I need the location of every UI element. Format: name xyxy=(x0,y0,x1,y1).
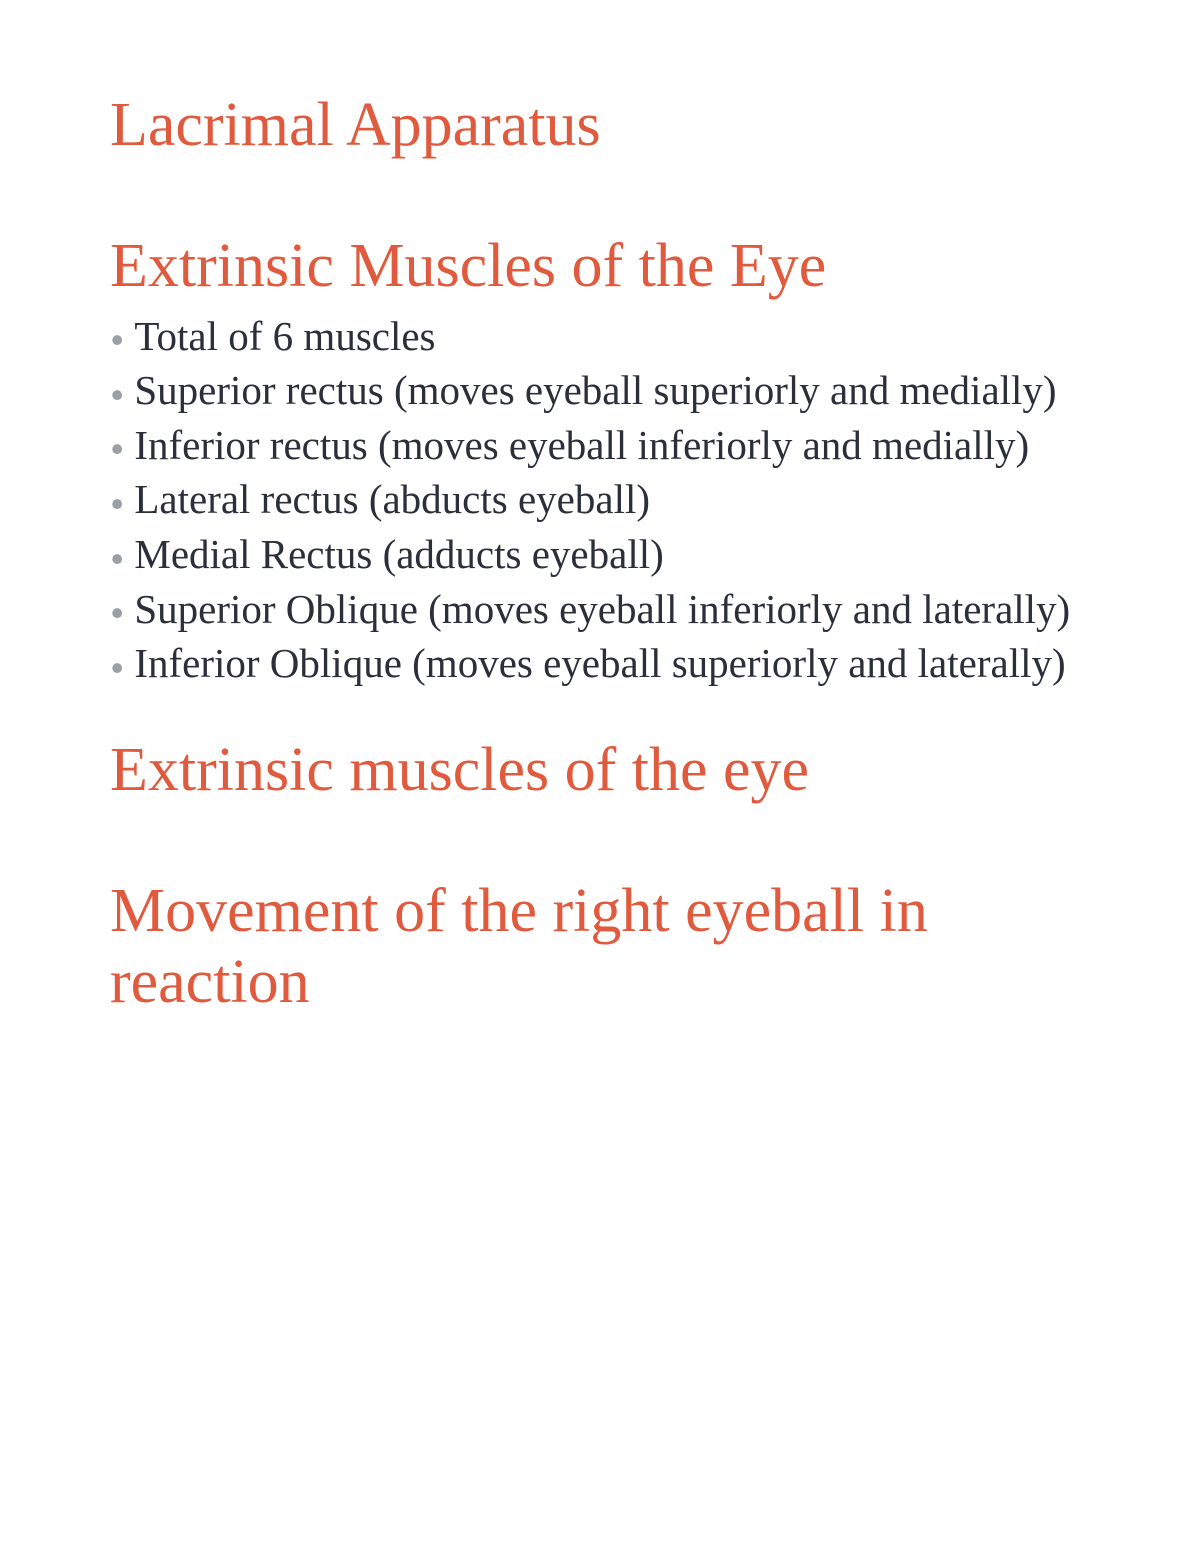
bullet-icon: • xyxy=(110,590,124,636)
bullet-icon: • xyxy=(110,372,124,418)
list-item: •Superior rectus (moves eyeball superior… xyxy=(110,365,1090,420)
heading-movement-right-eyeball: Movement of the right eyeball in reactio… xyxy=(110,876,1090,1019)
list-item-text: Inferior rectus (moves eyeball inferiorl… xyxy=(134,422,1029,468)
list-item: •Total of 6 muscles xyxy=(110,311,1090,366)
heading-extrinsic-muscles: Extrinsic Muscles of the Eye xyxy=(110,231,1090,302)
list-item-text: Superior rectus (moves eyeball superiorl… xyxy=(134,367,1056,413)
bullet-icon: • xyxy=(110,426,124,472)
list-item: •Medial Rectus (adducts eyeball) xyxy=(110,529,1090,584)
extrinsic-muscles-list: •Total of 6 muscles•Superior rectus (mov… xyxy=(110,311,1090,693)
list-item: •Inferior rectus (moves eyeball inferior… xyxy=(110,420,1090,475)
bullet-icon: • xyxy=(110,481,124,527)
heading-lacrimal-apparatus: Lacrimal Apparatus xyxy=(110,90,1090,161)
list-item: •Lateral rectus (abducts eyeball) xyxy=(110,474,1090,529)
list-item: •Superior Oblique (moves eyeball inferio… xyxy=(110,584,1090,639)
bullet-icon: • xyxy=(110,317,124,363)
document-page: Lacrimal Apparatus Extrinsic Muscles of … xyxy=(0,0,1200,1553)
heading-extrinsic-muscles-lower: Extrinsic muscles of the eye xyxy=(110,735,1090,806)
list-item: •Inferior Oblique (moves eyeball superio… xyxy=(110,638,1090,693)
spacer xyxy=(110,693,1090,735)
bullet-icon: • xyxy=(110,645,124,691)
list-item-text: Superior Oblique (moves eyeball inferior… xyxy=(134,586,1070,632)
bullet-icon: • xyxy=(110,536,124,582)
list-item-text: Total of 6 muscles xyxy=(134,313,435,359)
list-item-text: Medial Rectus (adducts eyeball) xyxy=(134,531,663,577)
list-item-text: Lateral rectus (abducts eyeball) xyxy=(134,476,650,522)
list-item-text: Inferior Oblique (moves eyeball superior… xyxy=(134,640,1065,686)
